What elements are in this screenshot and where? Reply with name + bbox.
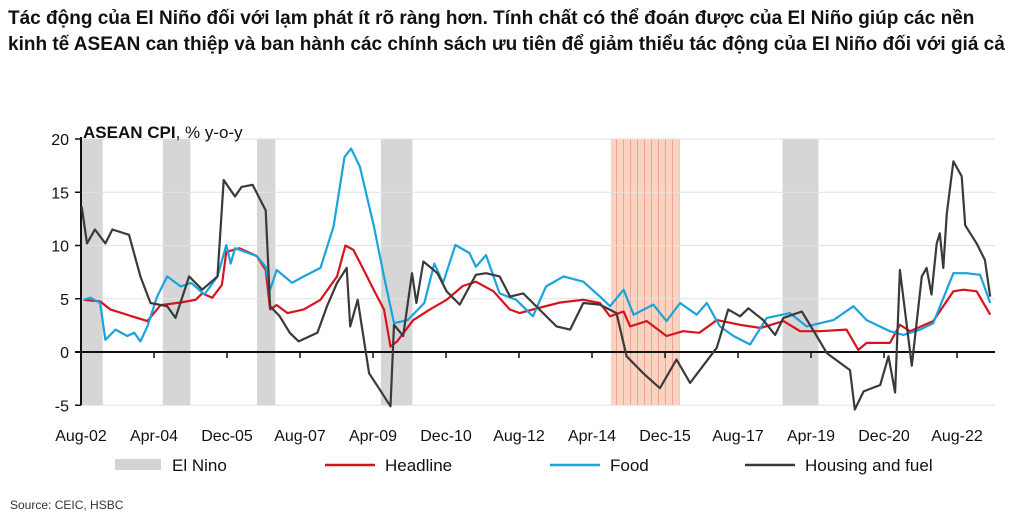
x-tick-label: Aug-02 [55,428,107,445]
y-tick-label: 0 [60,345,69,362]
y-tick-label: 20 [51,132,69,149]
series-line-housing-and-fuel [80,160,992,411]
x-tick-label: Dec-10 [420,428,472,445]
x-tick-label: Dec-20 [858,428,910,445]
x-tick-label: Aug-12 [493,428,545,445]
x-tick-label: Aug-07 [274,428,326,445]
y-tick-label: 15 [51,185,69,202]
legend: El Nino Headline Food Housing and fuel [115,456,933,475]
chart-title-main: ASEAN CPI [83,123,176,142]
source-note: Source: CEIC, HSBC [10,498,124,512]
headline-title: Tác động của El Niño đối với lạm phát ít… [8,8,1005,55]
legend-item: Headline [325,456,452,475]
series-line-headline [83,244,992,351]
x-tick-label: Apr-04 [130,428,178,445]
legend-swatch-band [115,459,161,470]
y-tick-label: 5 [60,292,69,309]
legend-item: Housing and fuel [745,456,933,475]
el-nino-band [81,139,103,406]
legend-item: El Nino [115,456,227,475]
strong-el-nino-band [610,139,680,406]
legend-label: El Nino [172,456,227,475]
x-tick-label: Aug-22 [931,428,983,445]
y-tick-label: -5 [55,398,69,415]
x-tick-label: Aug-17 [712,428,764,445]
x-tick-label: Apr-09 [349,428,397,445]
y-tick-label: 10 [51,239,69,256]
x-tick-label: Dec-05 [201,428,253,445]
chart-title-unit: , % y-o-y [176,123,244,142]
x-tick-label: Dec-15 [639,428,691,445]
el-nino-band [162,139,191,406]
legend-label: Food [610,456,649,475]
el-nino-band [380,139,413,406]
chart-title: ASEAN CPI, % y-o-y [83,123,243,142]
x-tick-label: Apr-14 [568,428,616,445]
legend-item: Food [550,456,649,475]
legend-label: Headline [385,456,452,475]
x-tick-label: Apr-19 [787,428,835,445]
legend-label: Housing and fuel [805,456,933,475]
el-nino-band [782,139,819,406]
